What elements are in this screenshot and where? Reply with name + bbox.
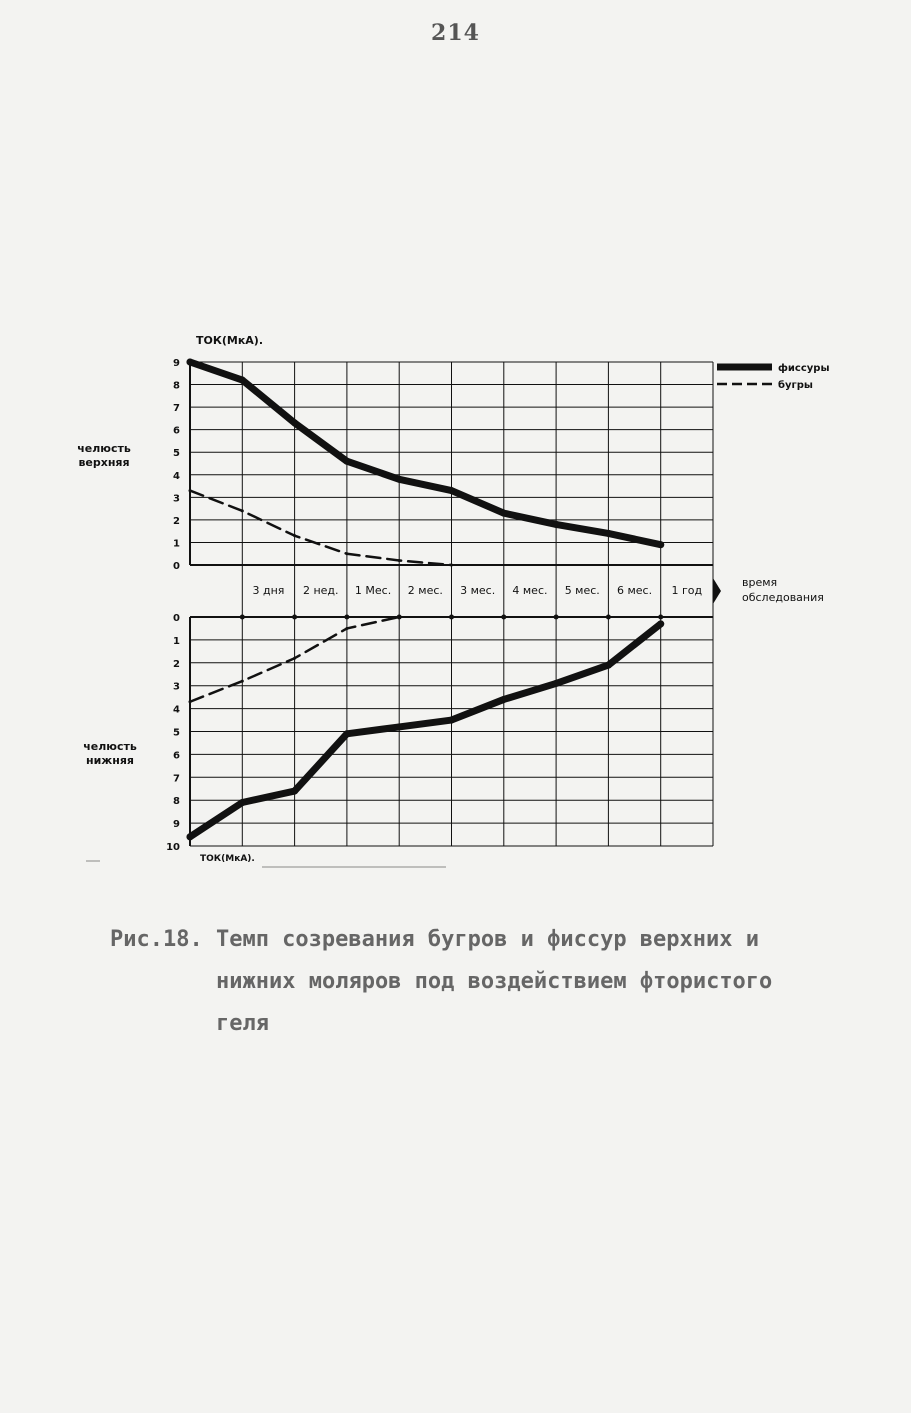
lower-series-point xyxy=(604,661,612,669)
chart: 0 1 2 3 4 5 6 7 8 9 0 1 2 3 4 5 6 7 8 9 10 3 дня 2 нед. 1 Мес… xyxy=(77,334,830,868)
lower-y-tick-label: 9 xyxy=(173,819,180,830)
lower-series-point xyxy=(657,620,665,628)
lower-row-label: нижняя xyxy=(86,754,134,767)
legend-label: бугры xyxy=(778,379,813,391)
upper-row-label: челюсть xyxy=(77,442,131,455)
lower-row-label: челюсть xyxy=(83,740,137,753)
lower-series-point xyxy=(188,700,192,704)
upper-series-line-dashed xyxy=(188,489,453,567)
upper-series-point xyxy=(293,534,297,538)
lower-series-point xyxy=(291,787,299,795)
upper-series-point xyxy=(291,419,299,427)
lower-y-tick-label: 4 xyxy=(173,705,180,716)
legend-label: фиссуры xyxy=(778,362,830,374)
lower-y-tick-label: 5 xyxy=(173,728,180,739)
lower-series-point xyxy=(293,656,297,660)
lower-series-point xyxy=(345,626,349,630)
caption-line-2: нижних моляров под воздействием фтористо… xyxy=(216,969,773,994)
upper-series-point xyxy=(657,541,665,549)
time-axis-label: 3 дня xyxy=(252,584,284,597)
upper-y-tick-label: 5 xyxy=(173,448,180,459)
upper-series-point xyxy=(552,520,560,528)
time-axis-title: обследования xyxy=(742,591,824,604)
time-axis-label: 2 нед. xyxy=(303,584,339,597)
upper-y-tick-label: 6 xyxy=(173,426,180,437)
upper-series-point xyxy=(186,358,194,366)
series-layer xyxy=(186,358,665,841)
upper-series-point xyxy=(240,509,244,513)
time-axis-label: 1 год xyxy=(672,584,703,597)
lower-y-tick-label: 1 xyxy=(173,636,180,647)
upper-series-point xyxy=(345,552,349,556)
upper-y-tick-label: 8 xyxy=(173,381,180,392)
lower-y-tick-label: 6 xyxy=(173,750,180,761)
upper-series-point xyxy=(604,529,612,537)
upper-grid: 0 1 2 3 4 5 6 7 8 9 xyxy=(173,358,714,572)
upper-y-tick-label: 1 xyxy=(173,538,180,549)
time-axis: 3 дня 2 нед. 1 Мес. 2 мес. 3 мес. 4 мес. 5 мес… xyxy=(241,565,824,617)
lower-series-point xyxy=(240,679,244,683)
lower-y-tick-label: 0 xyxy=(173,613,180,624)
page-number: 214 xyxy=(431,20,480,46)
time-axis-label: 6 мес. xyxy=(617,584,652,597)
time-axis-title: время xyxy=(742,576,777,589)
lower-y-tick-label: 8 xyxy=(173,796,180,807)
time-axis-arrow xyxy=(713,578,721,604)
time-axis-label: 4 мес. xyxy=(512,584,547,597)
lower-series-line-solid xyxy=(186,620,665,841)
upper-y-tick-label: 9 xyxy=(173,358,180,369)
upper-series-point xyxy=(395,475,403,483)
labels: ТОК(МкА).ТОК(МкА).челюстьверхняячелюстьн… xyxy=(77,334,446,868)
upper-y-tick-label: 4 xyxy=(173,471,180,482)
upper-y-tick-label: 3 xyxy=(173,493,180,504)
lower-series-point xyxy=(186,833,194,841)
upper-y-tick-label: 2 xyxy=(173,516,180,527)
time-axis-label: 3 мес. xyxy=(460,584,495,597)
time-axis-label: 5 мес. xyxy=(565,584,600,597)
lower-grid: 0 1 2 3 4 5 6 7 8 9 10 xyxy=(166,613,714,853)
upper-y-tick-label: 0 xyxy=(173,561,180,572)
caption-line-3: геля xyxy=(216,1011,269,1036)
lower-y-tick-label: 10 xyxy=(166,842,180,853)
lower-series-point xyxy=(552,679,560,687)
upper-series-point xyxy=(448,487,455,495)
upper-series-point xyxy=(238,376,246,384)
upper-series-point xyxy=(397,558,401,562)
upper-series-point xyxy=(450,563,453,567)
time-axis-label: 1 Мес. xyxy=(355,584,391,597)
lower-y-axis-label: ТОК(МкА). xyxy=(200,854,255,864)
upper-series-line-solid xyxy=(186,358,665,549)
legend: фиссуры бугры xyxy=(717,362,830,391)
upper-series-point xyxy=(188,489,192,493)
lower-series-point xyxy=(238,798,246,806)
upper-series-point xyxy=(500,509,508,517)
lower-series-point xyxy=(397,615,401,619)
caption-line-1: Рис.18. Темп созревания бугров и фиссур … xyxy=(110,927,760,952)
lower-y-tick-label: 2 xyxy=(173,659,180,670)
lower-y-tick-label: 7 xyxy=(173,773,180,784)
upper-series-point xyxy=(343,457,351,465)
upper-row-label: верхняя xyxy=(78,456,129,469)
lower-series-point xyxy=(500,695,508,703)
lower-y-tick-label: 3 xyxy=(173,682,180,693)
upper-y-tick-label: 7 xyxy=(173,403,180,414)
lower-series-point xyxy=(343,730,351,738)
time-axis-label: 2 мес. xyxy=(408,584,443,597)
lower-series-point xyxy=(448,716,455,724)
upper-y-axis-label: ТОК(МкА). xyxy=(196,334,263,347)
lower-series-point xyxy=(395,723,403,731)
